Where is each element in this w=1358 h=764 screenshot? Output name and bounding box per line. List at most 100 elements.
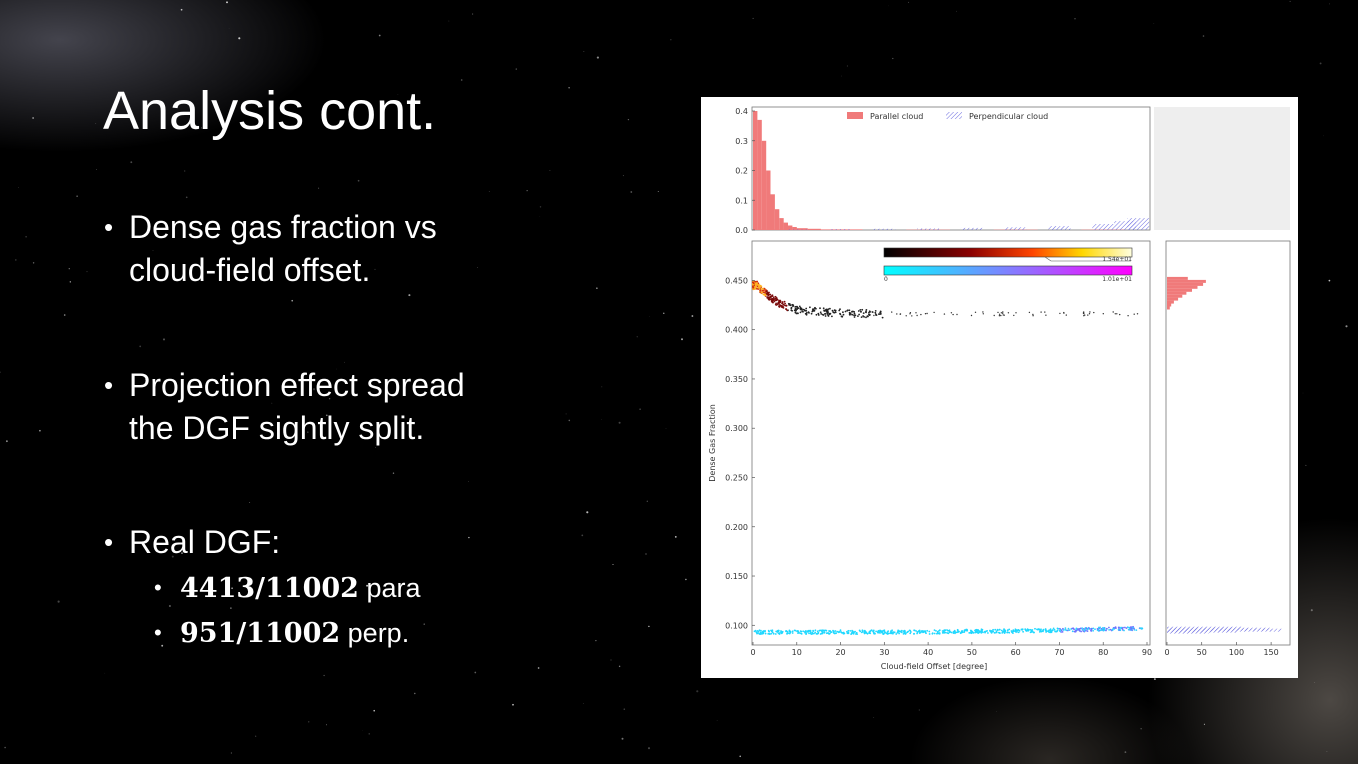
top-histogram-parallel-bar [766,170,771,230]
star-dot [685,578,687,581]
top-histogram-perpendicular-bar [1092,224,1115,230]
star-dot [512,703,514,706]
perpendicular-point [983,630,986,633]
parallel-point [805,307,808,310]
parallel-point [874,310,877,312]
perpendicular-point [1000,629,1003,632]
star-dot [1329,3,1330,5]
perpendicular-point [1017,631,1020,634]
perpendicular-point [981,630,983,633]
star-dot [171,555,174,558]
parallel-point [1093,311,1095,314]
perpendicular-point [863,632,866,634]
star-dot [601,386,603,388]
perpendicular-point [1112,628,1114,630]
star-dot [366,584,369,587]
parallel-point [831,309,834,312]
top-histogram-perpendicular-bar [960,227,983,230]
x-tick-label: 40 [923,648,933,657]
perpendicular-point [933,632,936,635]
parallel-point [826,309,829,312]
star-dot [357,179,360,182]
perpendicular-point [1033,631,1035,634]
star-dot [674,535,677,538]
star-dot [328,397,331,400]
parallel-point [767,297,770,300]
perpendicular-point [847,629,850,632]
perpendicular-point [1140,628,1143,630]
star-dot [657,190,659,193]
side-histogram-x-ticks: 0 50 100 150 [1164,642,1279,657]
parallel-point [819,307,821,310]
star-dot [96,169,98,170]
side-histogram-parallel-bar [1167,300,1174,304]
side-histogram-perpendicular-bar [1167,630,1209,634]
star-dot [681,338,683,341]
perpendicular-point [809,629,812,632]
perpendicular-point [1079,627,1082,630]
perpendicular-point [1021,629,1023,631]
parallel-point [909,312,912,314]
parallel-point [831,315,833,318]
parallel-point [1065,314,1067,316]
star-dot [691,315,694,317]
perpendicular-point [995,631,998,634]
legend-perpendicular-swatch [946,112,962,119]
perpendicular-point [1109,628,1112,631]
side-histogram-frame [1165,240,1291,646]
perpendicular-point [1049,631,1051,634]
parallel-point [821,313,824,316]
perpendicular-point [808,632,810,635]
perp-dgf-suffix: perp. [340,618,410,648]
star-dot [95,123,97,124]
top-histogram-perpendicular-bar [1114,221,1137,230]
perpendicular-point [1068,629,1071,631]
parallel-point [926,312,928,315]
perpendicular-point [809,632,812,635]
perpendicular-point [1105,629,1107,632]
perpendicular-point [994,631,996,634]
perpendicular-point [1067,627,1070,630]
perpendicular-point [918,632,921,634]
parallel-point [842,311,844,314]
perpendicular-point [1061,631,1064,633]
parallel-point [956,313,958,316]
perpendicular-point [977,632,979,634]
star-dot [472,13,474,15]
star-dot [63,314,66,316]
parallel-point [827,315,830,317]
perpendicular-point [1044,628,1047,630]
perpendicular-point [833,632,836,635]
star-dot [414,692,416,695]
perpendicular-point [1064,628,1067,631]
perpendicular-point [879,632,881,634]
parallel-point [1059,312,1061,315]
parallel-point [871,311,874,313]
star-dot [392,472,395,474]
parallel-point [1088,313,1091,315]
perpendicular-point [805,633,807,635]
top-histogram-perpendicular-bar [1004,227,1027,230]
parallel-point [853,314,855,317]
parallel-point [862,312,865,314]
star-dot [892,57,894,60]
parallel-point [829,307,831,310]
star-dot [444,389,446,391]
perpendicular-point [818,629,821,632]
parallel-point [1032,315,1034,317]
side-histogram-parallel-bar [1167,303,1172,307]
parallel-point [860,316,863,318]
top-histogram-parallel-bar [779,218,784,230]
perpendicular-point [1036,628,1038,631]
side-histogram-parallel-bar [1167,291,1187,295]
parallel-point [997,311,999,314]
star-dot [468,536,470,539]
perpendicular-point [902,630,905,632]
perpendicular-point [1121,627,1124,630]
parallel-point [802,308,805,311]
perpendicular-point [1059,630,1061,632]
parallel-point [763,289,765,292]
parallel-point [794,307,797,310]
star-dot [645,553,647,555]
perpendicular-point [823,631,826,634]
